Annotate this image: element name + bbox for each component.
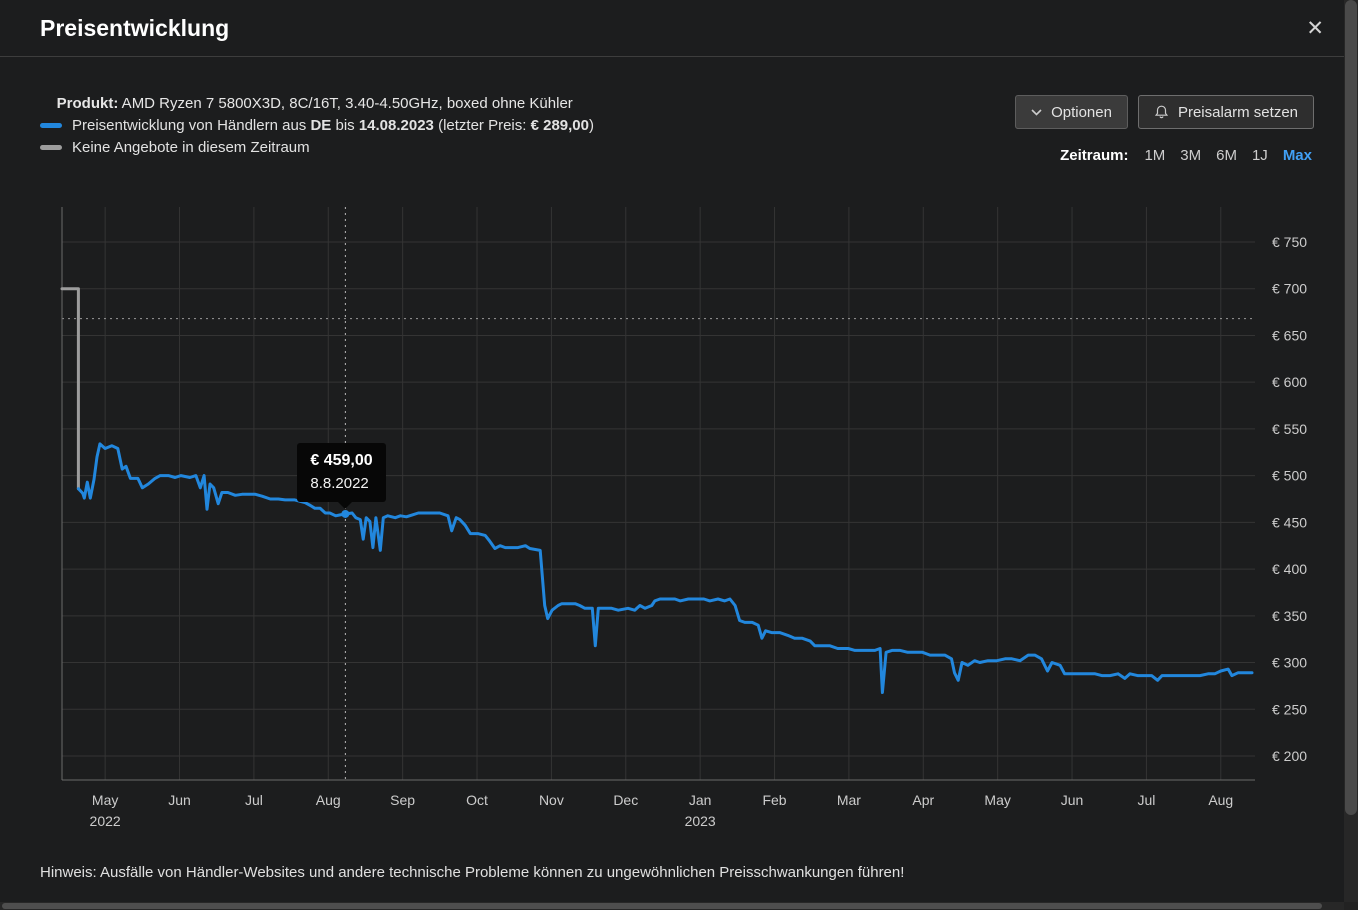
horizontal-scrollbar[interactable] — [0, 902, 1344, 910]
legend-no-offers: Keine Angebote in diesem Zeitraum — [40, 138, 310, 156]
disclaimer-note: Hinweis: Ausfälle von Händler-Websites u… — [40, 864, 905, 881]
legend-no-offers-text: Keine Angebote in diesem Zeitraum — [72, 138, 310, 156]
y-tick-label: € 200 — [1272, 748, 1307, 764]
timerange-selector: Zeitraum: 1M 3M 6M 1J Max — [1060, 147, 1312, 164]
price-tooltip: € 459,00 8.8.2022 — [297, 443, 386, 509]
x-tick-label: Sep — [390, 792, 415, 808]
chevron-down-icon — [1031, 108, 1042, 116]
x-tick-label: Jun — [1061, 792, 1084, 808]
y-tick-label: € 350 — [1272, 608, 1307, 624]
timerange-option-1j[interactable]: 1J — [1251, 147, 1268, 164]
x-tick-label: Jul — [245, 792, 263, 808]
vertical-scrollbar[interactable] — [1344, 0, 1358, 902]
y-tick-label: € 400 — [1272, 561, 1307, 577]
product-line: Produkt: AMD Ryzen 7 5800X3D, 8C/16T, 3.… — [40, 78, 573, 129]
price-alert-button-label: Preisalarm setzen — [1177, 103, 1298, 121]
x-tick-label: Aug — [1208, 792, 1233, 808]
timerange-options: 1M 3M 6M 1J Max — [1144, 147, 1312, 164]
x-tick-label: Nov — [539, 792, 564, 808]
y-tick-label: € 650 — [1272, 327, 1307, 343]
x-tick-label: Mar — [837, 792, 861, 808]
legend-price-series: Preisentwicklung von Händlern aus DE bis… — [40, 116, 594, 134]
y-tick-label: € 750 — [1272, 234, 1307, 250]
x-tick-label: May — [92, 792, 118, 808]
y-tick-label: € 700 — [1272, 281, 1307, 297]
vertical-scrollbar-thumb[interactable] — [1345, 0, 1357, 815]
chart-controls: Optionen Preisalarm setzen — [1015, 95, 1314, 129]
page-title: Preisentwicklung — [40, 14, 230, 41]
x-tick-label: Apr — [912, 792, 934, 808]
y-tick-label: € 450 — [1272, 514, 1307, 530]
options-button[interactable]: Optionen — [1015, 95, 1128, 129]
tooltip-arrow — [338, 502, 353, 509]
modal-header: Preisentwicklung ✕ — [0, 0, 1358, 57]
timerange-option-3m[interactable]: 3M — [1180, 147, 1202, 164]
y-tick-label: € 300 — [1272, 655, 1307, 671]
scrollbar-corner — [1344, 902, 1358, 910]
product-value: AMD Ryzen 7 5800X3D, 8C/16T, 3.40-4.50GH… — [118, 95, 573, 112]
y-tick-label: € 500 — [1272, 468, 1307, 484]
no-offers-line — [60, 287, 80, 491]
legend-swatch-gray — [40, 144, 62, 150]
x-tick-label: Jun — [168, 792, 191, 808]
x-tick-year-label: 2022 — [90, 813, 121, 829]
timerange-label: Zeitraum: — [1060, 147, 1129, 164]
y-tick-label: € 550 — [1272, 421, 1307, 437]
price-alert-button[interactable]: Preisalarm setzen — [1137, 95, 1314, 129]
y-tick-label: € 250 — [1272, 701, 1307, 717]
y-tick-label: € 600 — [1272, 374, 1307, 390]
x-tick-label: Feb — [762, 792, 786, 808]
x-tick-label: Oct — [466, 792, 488, 808]
options-button-label: Optionen — [1051, 103, 1112, 121]
close-icon: ✕ — [1306, 16, 1324, 40]
close-button[interactable]: ✕ — [1298, 14, 1332, 43]
x-tick-label: Jan — [689, 792, 712, 808]
timerange-option-max[interactable]: Max — [1282, 147, 1312, 164]
x-tick-label: Jul — [1137, 792, 1155, 808]
x-tick-label: Aug — [316, 792, 341, 808]
tooltip-price: € 459,00 — [310, 452, 373, 469]
price-chart[interactable]: € 200 € 250 € 300 € 350 € 400 € 450 € 500 € 550… — [0, 185, 1358, 835]
timerange-option-6m[interactable]: 6M — [1216, 147, 1237, 164]
x-tick-label: May — [984, 792, 1010, 808]
x-tick-year-label: 2023 — [685, 813, 716, 829]
tooltip-date: 8.8.2022 — [310, 475, 369, 492]
product-label: Produkt: — [56, 95, 119, 112]
timerange-option-1m[interactable]: 1M — [1144, 147, 1166, 164]
horizontal-scrollbar-thumb[interactable] — [2, 903, 1322, 909]
bell-icon — [1154, 105, 1169, 119]
legend-swatch-blue — [40, 122, 62, 128]
legend-price-series-text: Preisentwicklung von Händlern aus DE bis… — [72, 116, 594, 134]
marker-dot — [341, 509, 350, 518]
x-tick-label: Dec — [613, 792, 638, 808]
price-line — [76, 442, 1254, 694]
